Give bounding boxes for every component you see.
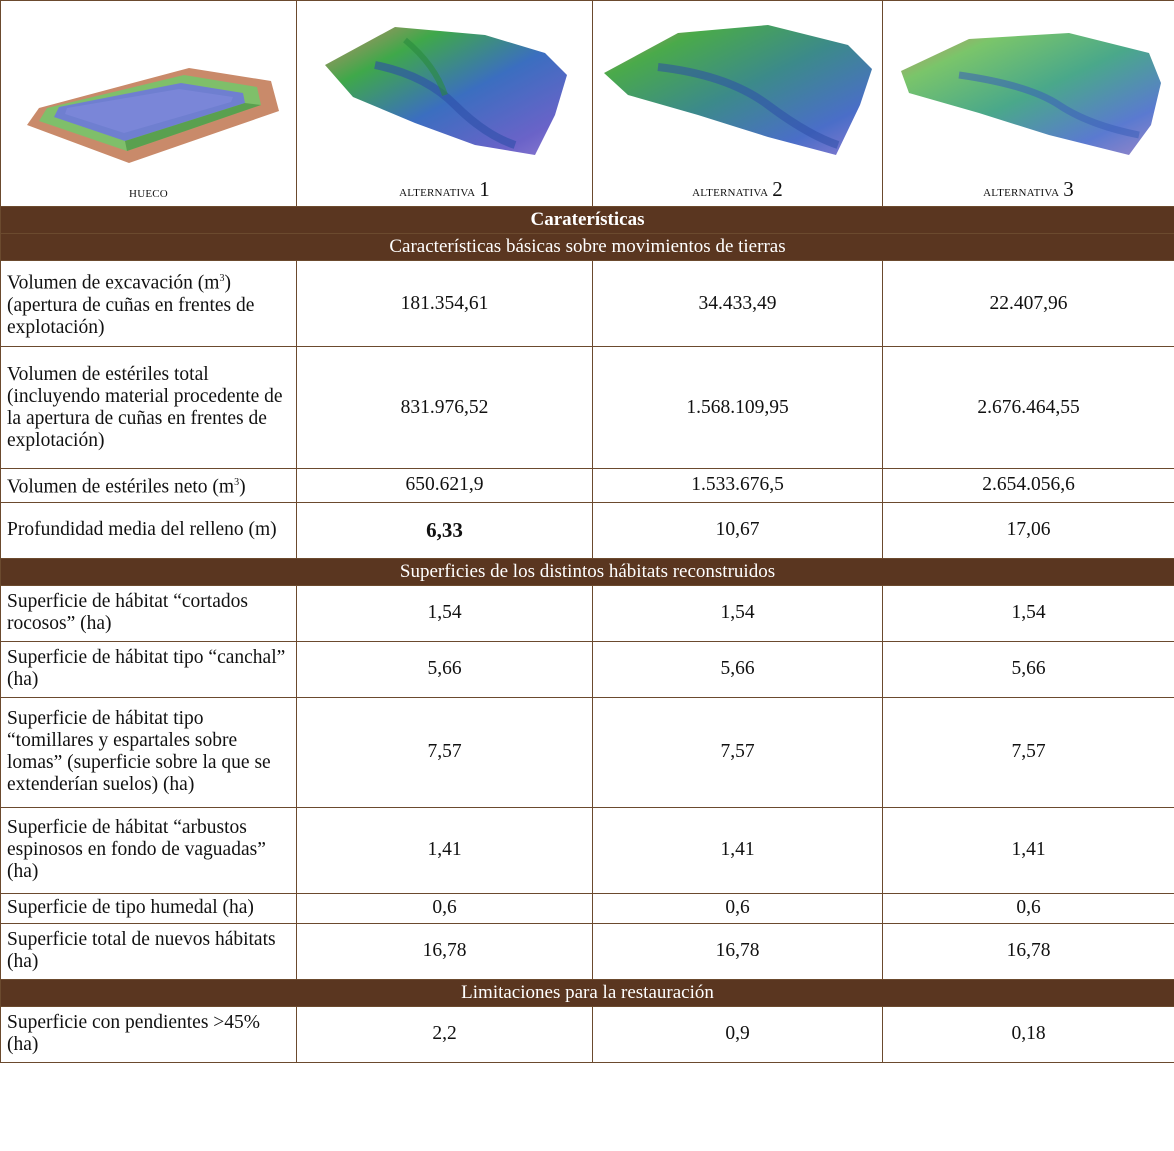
- value-cell: 10,67: [592, 501, 883, 559]
- row-label: Superficie con pendientes >45% (ha): [0, 1005, 297, 1063]
- thumbnail-cell-hueco: hueco: [0, 0, 297, 207]
- value-cell: 2,2: [296, 1005, 593, 1063]
- table-row: Superficie de hábitat “arbustos espinoso…: [0, 806, 1174, 894]
- thumbnail-row: hueco alternativa 1: [0, 0, 1174, 207]
- thumbnail-caption: hueco: [129, 185, 168, 201]
- thumbnail-caption: alternativa 2: [692, 177, 783, 201]
- value-cell: 181.354,61: [296, 260, 593, 347]
- table-row: Volumen de estériles neto (m3) 650.621,9…: [0, 468, 1174, 503]
- value-cell: 16,78: [296, 922, 593, 980]
- value-cell: 5,66: [592, 640, 883, 698]
- value-cell: 16,78: [592, 922, 883, 980]
- value-cell: 0,18: [882, 1005, 1174, 1063]
- row-label: Superficie de hábitat “arbustos espinoso…: [0, 806, 297, 894]
- value-cell: 5,66: [296, 640, 593, 698]
- table-row: Profundidad media del relleno (m) 6,33 1…: [0, 501, 1174, 559]
- section-header: Características básicas sobre movimiento…: [0, 233, 1174, 261]
- thumbnail-caption: alternativa 1: [399, 177, 490, 201]
- value-cell: 17,06: [882, 501, 1174, 559]
- row-label: Volumen de estériles total (incluyendo m…: [0, 346, 297, 469]
- table-row: Superficie de hábitat tipo “canchal” (ha…: [0, 640, 1174, 698]
- value-cell: 16,78: [882, 922, 1174, 980]
- value-cell: 0,9: [592, 1005, 883, 1063]
- table-row: Superficie de tipo humedal (ha) 0,6 0,6 …: [0, 892, 1174, 924]
- section-header-row: Características básicas sobre movimiento…: [0, 233, 1174, 261]
- row-label: Profundidad media del relleno (m): [0, 501, 297, 559]
- comparison-table: hueco alternativa 1: [0, 0, 1174, 1063]
- value-cell: 1,41: [296, 806, 593, 894]
- value-cell: 34.433,49: [592, 260, 883, 347]
- table-row: Volumen de excavación (m3) (apertura de …: [0, 260, 1174, 347]
- main-header: Caraterísticas: [0, 206, 1174, 234]
- table-row: Volumen de estériles total (incluyendo m…: [0, 346, 1174, 469]
- thumbnail-cell-alt3: alternativa 3: [882, 0, 1174, 207]
- value-cell: 0,6: [296, 892, 593, 924]
- value-cell: 2.676.464,55: [882, 346, 1174, 469]
- value-cell: 1,54: [882, 584, 1174, 642]
- value-cell: 7,57: [296, 696, 593, 808]
- thumbnail-caption: alternativa 3: [983, 177, 1074, 201]
- value-cell: 0,6: [882, 892, 1174, 924]
- main-header-row: Caraterísticas: [0, 206, 1174, 234]
- value-cell: 1,54: [296, 584, 593, 642]
- row-label: Superficie total de nuevos hábitats (ha): [0, 922, 297, 980]
- value-cell: 650.621,9: [296, 468, 593, 503]
- value-cell: 6,33: [296, 501, 593, 559]
- table-row: Superficie de hábitat tipo “tomillares y…: [0, 696, 1174, 808]
- value-cell: 5,66: [882, 640, 1174, 698]
- alternativa-1-terrain-image: [324, 27, 567, 155]
- section-header-row: Superficies de los distintos hábitats re…: [0, 557, 1174, 586]
- value-cell: 1,41: [882, 806, 1174, 894]
- value-cell: 1,41: [592, 806, 883, 894]
- thumbnail-cell-alt2: alternativa 2: [592, 0, 883, 207]
- value-cell: 1.533.676,5: [592, 468, 883, 503]
- section-header: Superficies de los distintos hábitats re…: [0, 557, 1174, 586]
- thumbnail-cell-alt1: alternativa 1: [296, 0, 593, 207]
- value-cell: 1.568.109,95: [592, 346, 883, 469]
- row-label: Superficie de hábitat “cortados rocosos”…: [0, 584, 297, 642]
- row-label: Superficie de hábitat tipo “canchal” (ha…: [0, 640, 297, 698]
- row-label: Volumen de excavación (m3) (apertura de …: [0, 260, 297, 347]
- value-cell: 2.654.056,6: [882, 468, 1174, 503]
- alternativa-3-terrain-image: [900, 33, 1161, 155]
- row-label: Superficie de tipo humedal (ha): [0, 892, 297, 924]
- value-cell: 7,57: [592, 696, 883, 808]
- section-header-row: Limitaciones para la restauración: [0, 978, 1174, 1007]
- table-row: Superficie de hábitat “cortados rocosos”…: [0, 584, 1174, 642]
- alternativa-2-terrain-image: [603, 25, 872, 155]
- row-label: Superficie de hábitat tipo “tomillares y…: [0, 696, 297, 808]
- value-cell: 22.407,96: [882, 260, 1174, 347]
- table-row: Superficie con pendientes >45% (ha) 2,2 …: [0, 1005, 1174, 1063]
- value-cell: 0,6: [592, 892, 883, 924]
- value-cell: 1,54: [592, 584, 883, 642]
- value-cell: 831.976,52: [296, 346, 593, 469]
- hueco-terrain-image: [26, 68, 279, 163]
- section-header: Limitaciones para la restauración: [0, 978, 1174, 1007]
- row-label: Volumen de estériles neto (m3): [0, 468, 297, 503]
- table-row: Superficie total de nuevos hábitats (ha)…: [0, 922, 1174, 980]
- value-cell: 7,57: [882, 696, 1174, 808]
